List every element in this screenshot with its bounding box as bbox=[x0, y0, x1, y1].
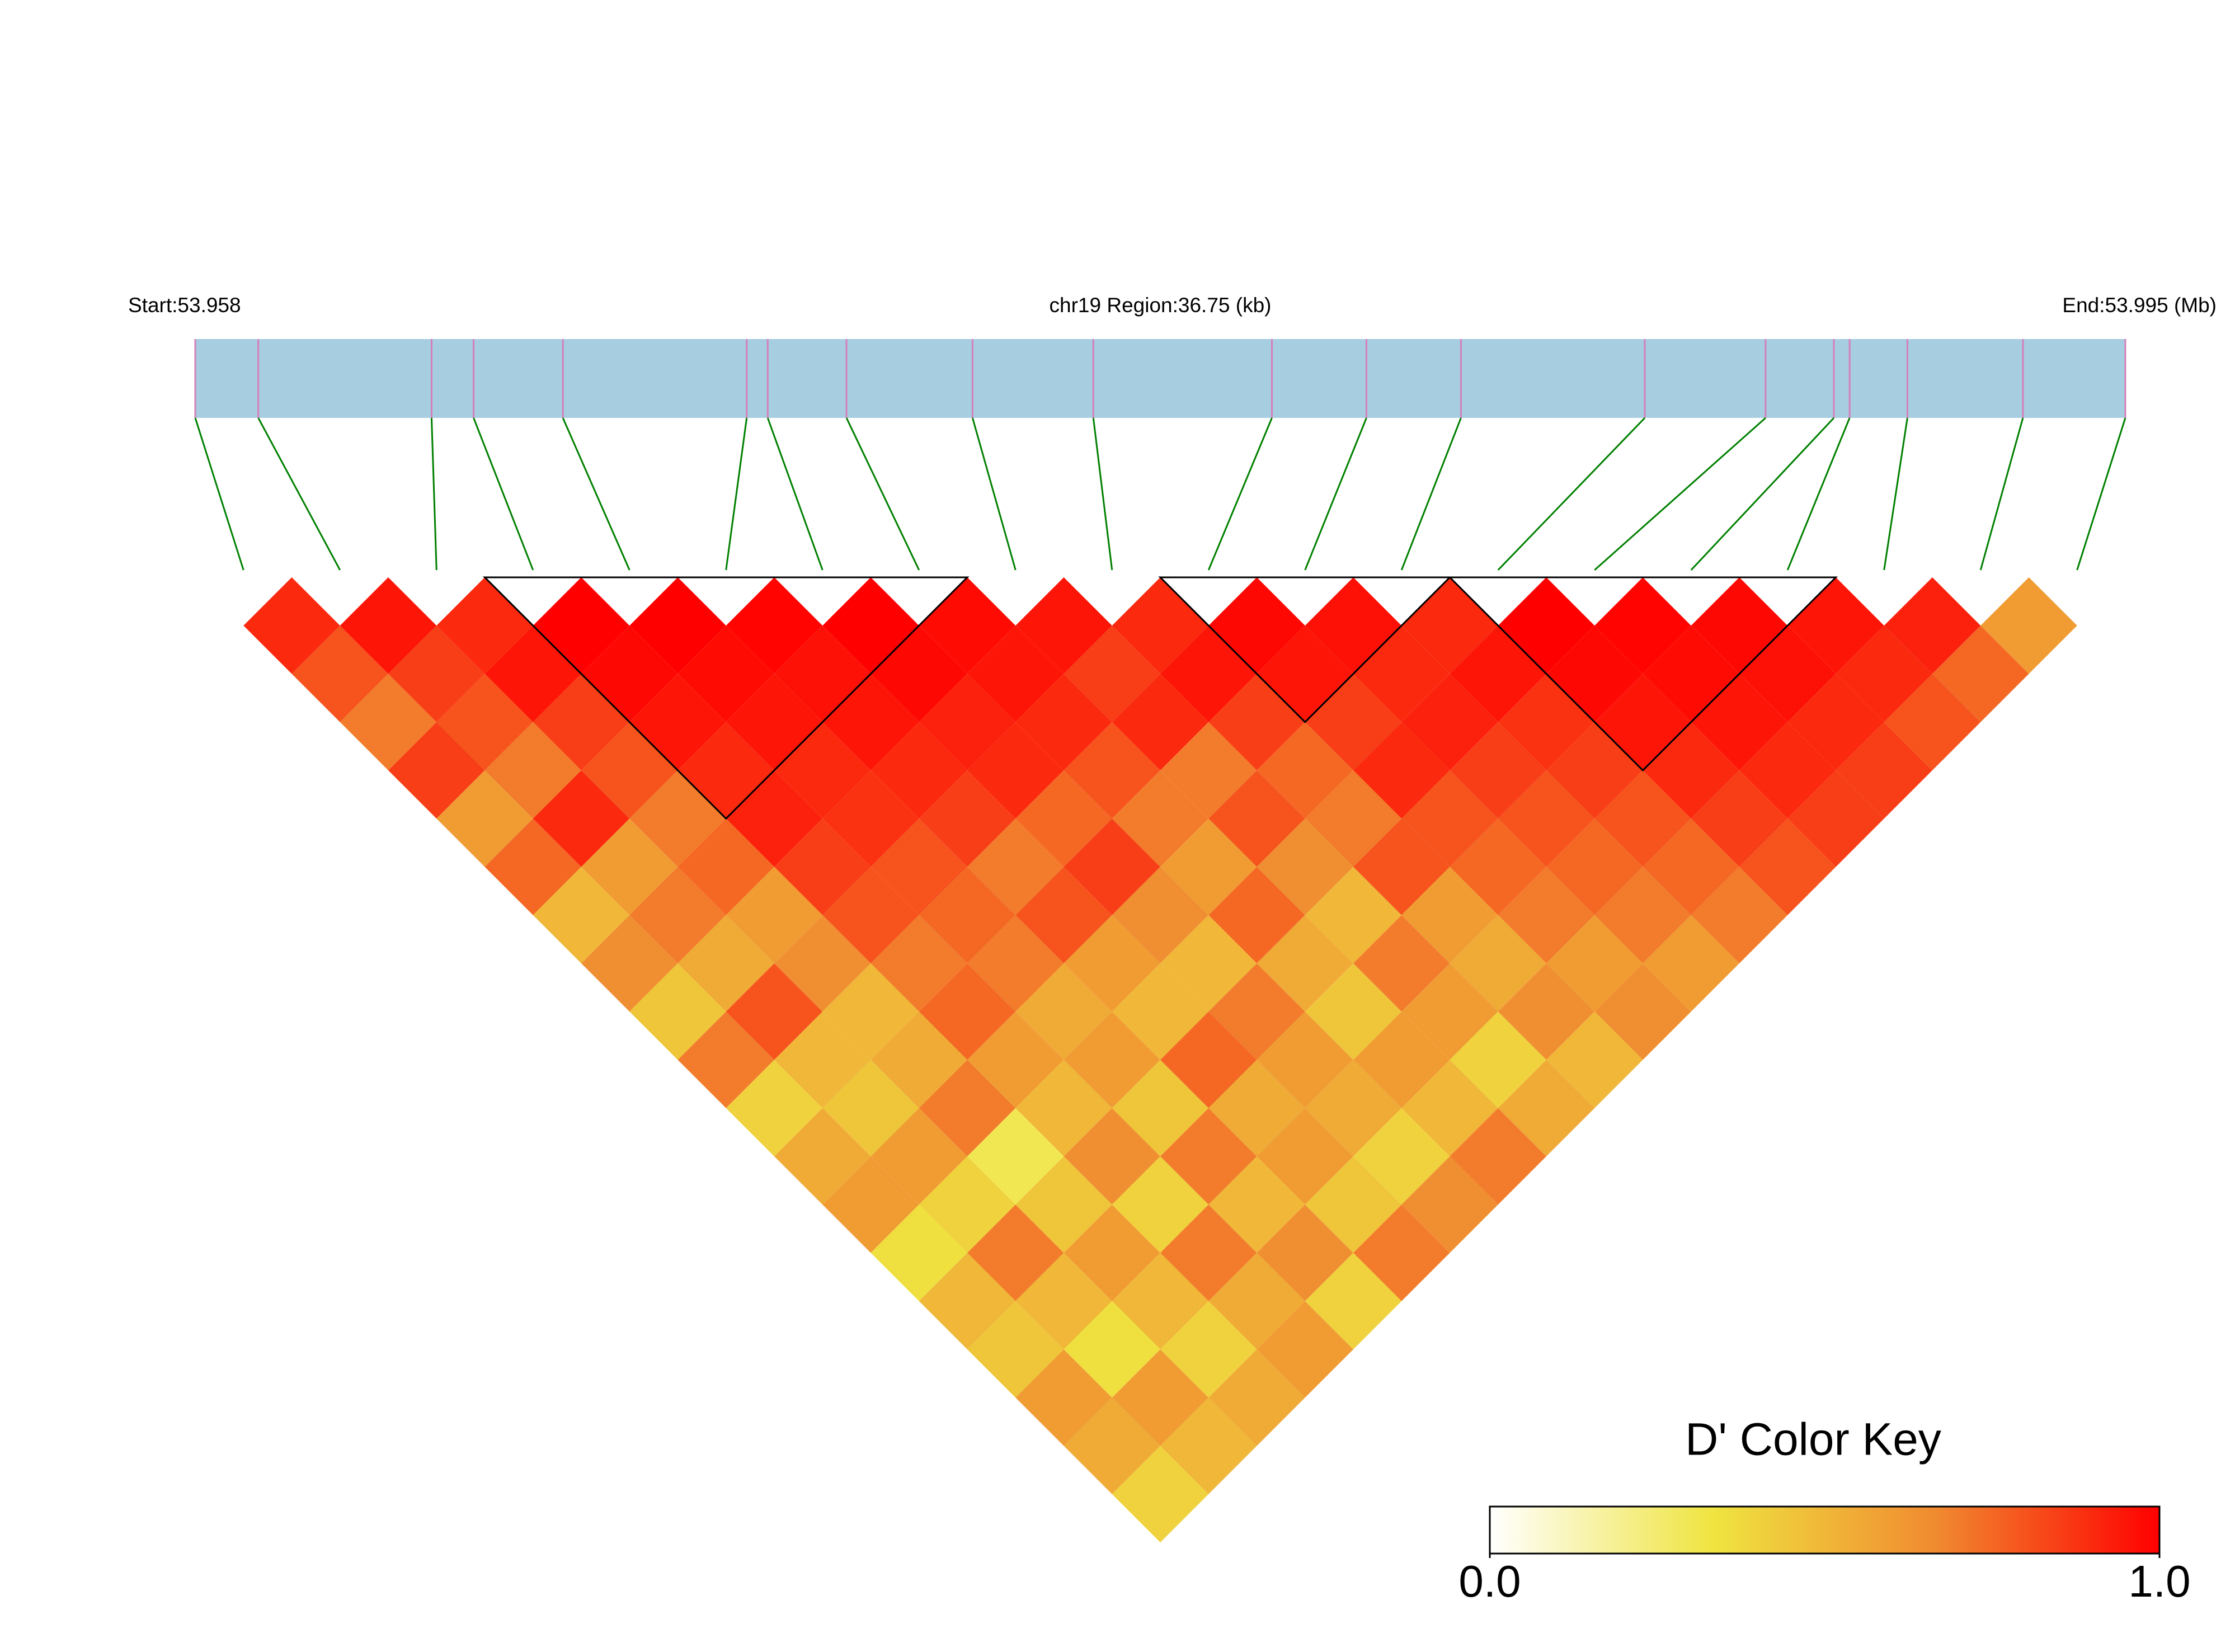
snp-link bbox=[194, 417, 244, 571]
end-label: End:53.995 (Mb) bbox=[2062, 294, 2217, 317]
snp-link bbox=[1786, 417, 1851, 571]
snp-link bbox=[1400, 417, 1462, 571]
snp-link bbox=[1690, 417, 1835, 571]
colorbar bbox=[1489, 1505, 2161, 1555]
start-label: Start:53.958 bbox=[128, 294, 241, 317]
snp-link bbox=[562, 417, 630, 571]
ld-block bbox=[1447, 576, 1838, 772]
snp-link bbox=[725, 417, 748, 571]
colorbar-title: D' Color Key bbox=[1685, 1414, 1941, 1465]
snp-link bbox=[257, 417, 341, 571]
snp-link bbox=[1207, 417, 1273, 571]
chart-title: chr19 Region:36.75 (kb) bbox=[1050, 294, 1272, 317]
colorbar-tick-label: 1.0 bbox=[2128, 1556, 2190, 1606]
snp-link bbox=[971, 417, 1017, 571]
region-bar bbox=[195, 339, 2125, 418]
snp-link bbox=[766, 417, 824, 571]
snp-link bbox=[845, 417, 920, 571]
snp-link bbox=[2076, 417, 2126, 571]
snp-link bbox=[430, 417, 437, 571]
snp-link bbox=[1979, 417, 2024, 571]
ld-cell bbox=[1980, 577, 2077, 674]
snp-link bbox=[1594, 417, 1766, 571]
snp-link bbox=[1092, 417, 1113, 571]
ld-block bbox=[1158, 576, 1452, 723]
colorbar-tick-label: 0.0 bbox=[1458, 1556, 1521, 1606]
snp-link bbox=[473, 417, 534, 571]
ld-block bbox=[482, 576, 970, 820]
snp-link bbox=[1497, 417, 1646, 571]
snp-link bbox=[1883, 417, 1908, 571]
snp-link bbox=[1304, 417, 1367, 571]
